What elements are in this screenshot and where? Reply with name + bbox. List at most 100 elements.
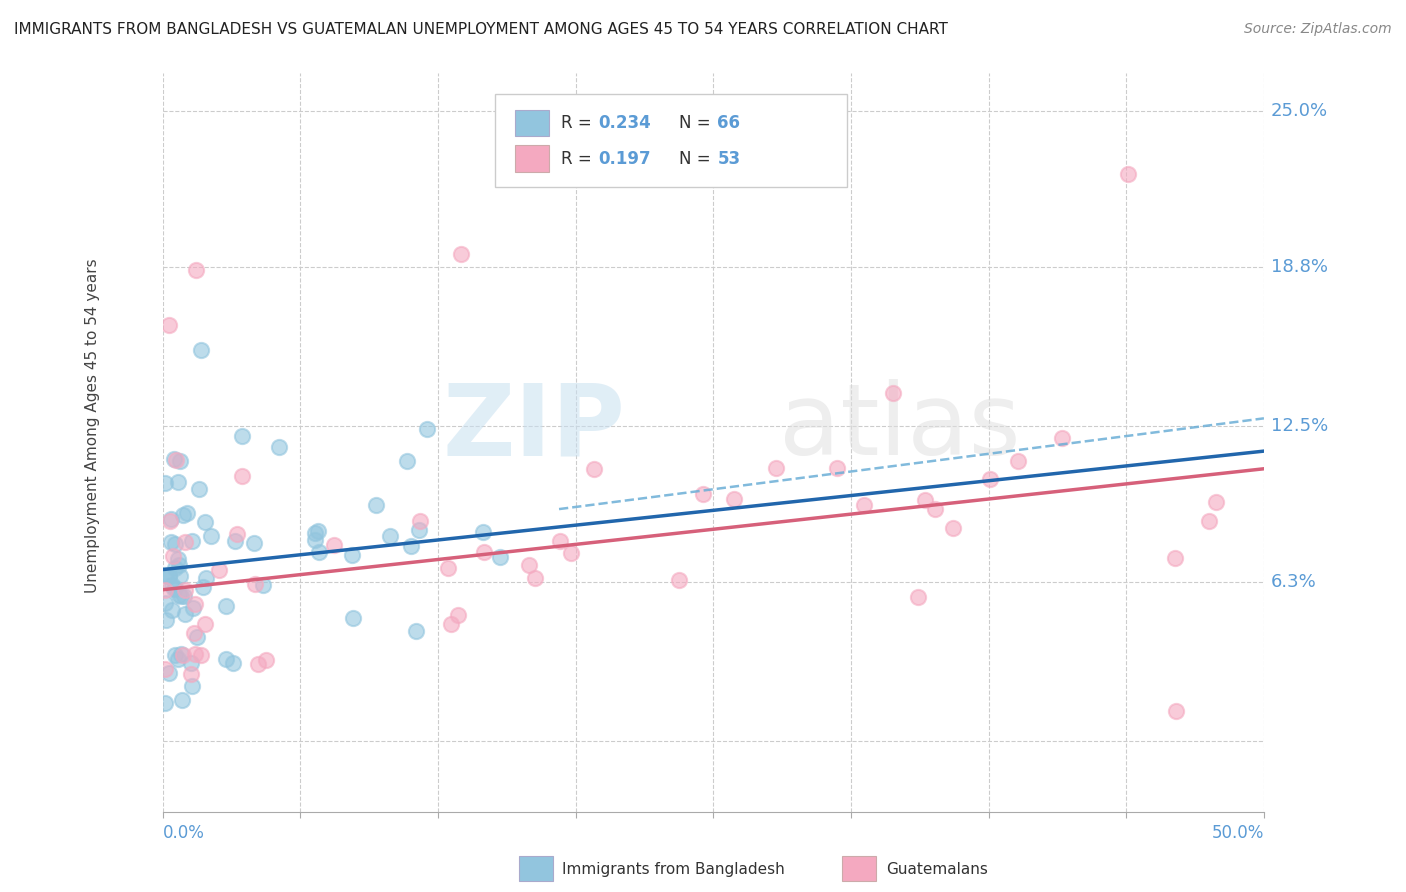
Point <box>395 453 418 467</box>
Point <box>180 656 202 670</box>
Point <box>907 590 929 604</box>
Point <box>184 262 207 277</box>
Point <box>186 630 208 644</box>
Point <box>254 653 277 667</box>
Point <box>437 560 460 574</box>
Point <box>914 493 936 508</box>
Point <box>224 533 246 548</box>
Point <box>174 607 197 621</box>
Point <box>942 521 965 535</box>
Point <box>163 582 186 597</box>
Point <box>231 469 253 483</box>
Point <box>176 506 198 520</box>
Point <box>155 613 177 627</box>
Point <box>157 569 180 583</box>
Point <box>170 589 193 603</box>
Point <box>215 652 238 666</box>
Text: R =: R = <box>561 150 598 168</box>
Point <box>159 514 181 528</box>
Point <box>190 343 212 358</box>
Point <box>167 588 190 602</box>
Point <box>165 560 187 574</box>
Point <box>517 558 540 572</box>
Point <box>167 558 190 573</box>
Point <box>173 535 195 549</box>
Point <box>160 603 183 617</box>
Point <box>173 589 195 603</box>
Point <box>169 569 191 583</box>
Point <box>191 580 214 594</box>
Point <box>157 569 180 583</box>
Point <box>1198 514 1220 528</box>
Point <box>408 523 430 537</box>
Point <box>252 578 274 592</box>
Text: N =: N = <box>679 114 716 132</box>
Point <box>979 472 1001 486</box>
Point <box>304 525 326 540</box>
Point <box>153 475 176 490</box>
Point <box>194 515 217 529</box>
Point <box>166 551 188 566</box>
Point <box>472 525 495 540</box>
Text: Source: ZipAtlas.com: Source: ZipAtlas.com <box>1244 22 1392 37</box>
Point <box>1164 704 1187 718</box>
Point <box>1050 431 1073 445</box>
Text: IMMIGRANTS FROM BANGLADESH VS GUATEMALAN UNEMPLOYMENT AMONG AGES 45 TO 54 YEARS : IMMIGRANTS FROM BANGLADESH VS GUATEMALAN… <box>14 22 948 37</box>
Text: Guatemalans: Guatemalans <box>886 863 987 877</box>
Point <box>246 657 269 671</box>
Text: 53: 53 <box>717 150 741 168</box>
Point <box>181 600 204 615</box>
Point <box>472 545 495 559</box>
Point <box>183 625 205 640</box>
Point <box>215 599 238 613</box>
Point <box>304 533 326 547</box>
Point <box>560 546 582 560</box>
Point <box>399 540 422 554</box>
Text: 6.3%: 6.3% <box>1271 574 1316 591</box>
Point <box>523 571 546 585</box>
Point <box>267 440 290 454</box>
Text: 66: 66 <box>717 114 741 132</box>
Point <box>415 421 437 435</box>
Text: 12.5%: 12.5% <box>1271 417 1327 435</box>
Point <box>167 475 190 490</box>
Text: 0.234: 0.234 <box>598 114 651 132</box>
Text: ZIP: ZIP <box>443 379 626 476</box>
Point <box>322 538 344 552</box>
Point <box>153 567 176 582</box>
Point <box>162 549 184 563</box>
Point <box>924 502 946 516</box>
Point <box>1164 551 1187 566</box>
Text: atlas: atlas <box>779 379 1021 476</box>
Point <box>163 537 186 551</box>
Point <box>307 524 329 538</box>
Point <box>163 648 186 663</box>
Point <box>1205 495 1227 509</box>
Point <box>165 453 187 467</box>
Point <box>340 549 363 563</box>
Point <box>225 526 247 541</box>
Point <box>153 582 176 597</box>
Point <box>222 656 245 670</box>
Text: 0.0%: 0.0% <box>163 824 204 842</box>
Point <box>231 429 253 443</box>
Point <box>169 454 191 468</box>
Point <box>159 512 181 526</box>
Point <box>200 529 222 543</box>
Point <box>765 461 787 475</box>
Point <box>692 486 714 500</box>
Point <box>157 318 180 332</box>
Point <box>172 508 194 522</box>
Point <box>180 679 202 693</box>
Point <box>184 597 207 611</box>
Point <box>163 581 186 595</box>
Point <box>440 617 463 632</box>
Text: 18.8%: 18.8% <box>1271 258 1327 277</box>
Text: Immigrants from Bangladesh: Immigrants from Bangladesh <box>562 863 785 877</box>
Text: 50.0%: 50.0% <box>1212 824 1264 842</box>
Point <box>446 608 468 623</box>
Point <box>450 247 472 261</box>
Point <box>882 385 904 400</box>
Point <box>488 549 510 564</box>
Point <box>180 534 202 549</box>
